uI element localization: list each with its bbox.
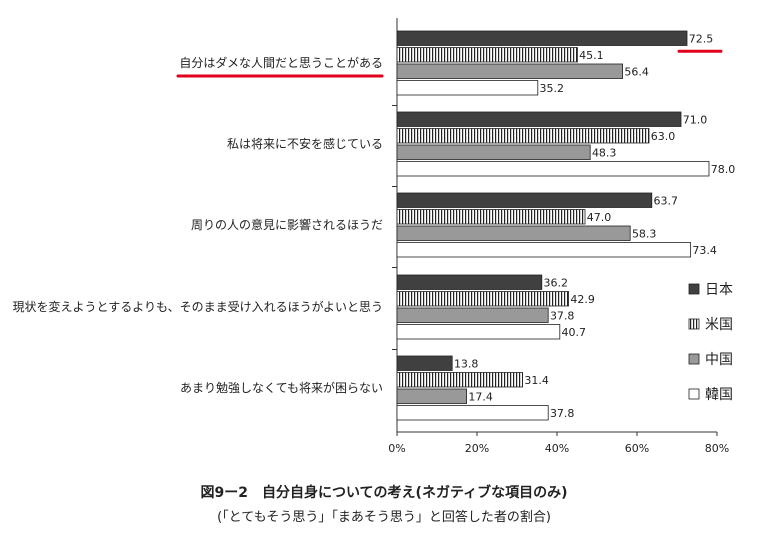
- bar: [396, 144, 591, 160]
- bar: [396, 405, 549, 421]
- value-label: 73.4: [692, 244, 717, 257]
- value-label: 71.0: [683, 113, 708, 126]
- x-tick-label: 20%: [465, 442, 489, 455]
- legend-swatch: [688, 353, 700, 365]
- bar: [396, 161, 710, 177]
- value-label: 45.1: [579, 49, 604, 62]
- x-tick-label: 40%: [545, 442, 569, 455]
- value-label: 72.5: [689, 32, 714, 45]
- x-tick-label: 60%: [625, 442, 649, 455]
- bar: [396, 47, 578, 63]
- bar: [396, 372, 523, 388]
- x-tick-label: 80%: [705, 442, 729, 455]
- bar: [396, 307, 549, 323]
- category-label: 周りの人の意見に影響されるほうだ: [191, 217, 383, 232]
- legend-swatch: [688, 283, 700, 295]
- bar: [396, 388, 467, 404]
- value-label: 13.8: [454, 357, 479, 370]
- category-label: 自分はダメな人間だと思うことがある: [179, 55, 383, 70]
- plot-area: 0% 20% 40% 60% 80% 自分はダメな人間だと思うことがある私は将来に不安を感…: [13, 18, 736, 455]
- bar: [396, 225, 631, 241]
- bar-chart: 0% 20% 40% 60% 80% 自分はダメな人間だと思うことがある私は将来に不安を感…: [13, 18, 736, 455]
- value-label: 37.8: [550, 309, 575, 322]
- value-label: 48.3: [592, 146, 617, 159]
- legend-swatch: [688, 318, 700, 330]
- legend-label: 米国: [705, 317, 733, 333]
- bar: [396, 209, 586, 225]
- bar: [396, 324, 561, 340]
- category-label: 私は将来に不安を感じている: [227, 136, 383, 151]
- bar: [396, 128, 650, 144]
- bar: [396, 63, 624, 79]
- value-label: 35.2: [540, 82, 565, 95]
- legend-label: 韓国: [705, 387, 733, 403]
- bar: [396, 80, 539, 96]
- legend-label: 中国: [705, 352, 733, 368]
- caption-title: 図9ー2 自分自身についての考え(ネガティブな項目のみ): [200, 485, 568, 501]
- bar: [396, 274, 543, 290]
- bar: [396, 291, 570, 307]
- legend-label: 日本: [705, 282, 733, 298]
- caption-subtitle: (「とてもそう思う」「まあそう思う」と回答した者の割合): [217, 510, 551, 525]
- value-label: 42.9: [570, 293, 595, 306]
- value-label: 58.3: [632, 227, 657, 240]
- bar: [396, 192, 653, 208]
- value-label: 56.4: [624, 65, 649, 78]
- value-label: 63.7: [654, 194, 679, 207]
- bar: [396, 111, 682, 127]
- value-label: 17.4: [468, 390, 493, 403]
- legend-swatch: [688, 388, 700, 400]
- value-label: 40.7: [562, 326, 587, 339]
- category-label: 現状を変えようとするよりも、そのまま受け入れるほうがよいと思う: [13, 299, 383, 314]
- bar: [396, 355, 453, 371]
- bar: [396, 30, 688, 46]
- value-label: 78.0: [711, 163, 736, 176]
- value-label: 63.0: [651, 130, 676, 143]
- value-label: 47.0: [587, 211, 612, 224]
- category-label: あまり勉強しなくても将来が困らない: [180, 380, 383, 395]
- bar: [396, 242, 692, 258]
- value-label: 37.8: [550, 407, 575, 420]
- value-label: 31.4: [524, 374, 549, 387]
- x-tick-label: 0%: [388, 442, 405, 455]
- value-label: 36.2: [544, 276, 569, 289]
